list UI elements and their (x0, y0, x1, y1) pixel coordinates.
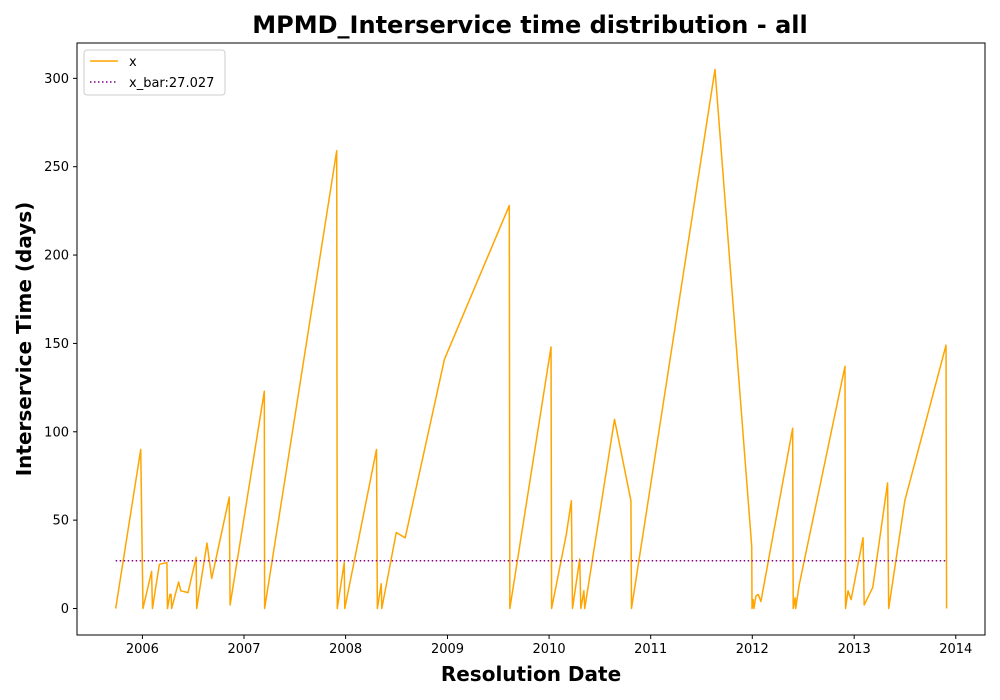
x-tick-label: 2010 (533, 642, 566, 657)
legend-label-x: x (129, 55, 137, 70)
y-axis: 0 50 100 150 200 250 300 (44, 72, 77, 617)
x-tick-label: 2007 (227, 642, 260, 657)
legend-box (83, 49, 226, 96)
x-tick-label: 2013 (838, 642, 871, 657)
x-tick-label: 2006 (126, 642, 159, 657)
x-tick-label: 2011 (634, 642, 667, 657)
x-axis: 2006 2007 2008 2009 2010 2011 2012 2013 2014 (126, 635, 972, 657)
y-tick-label: 250 (44, 160, 69, 175)
y-tick-label: 300 (44, 72, 69, 87)
x-tick-label: 2012 (736, 642, 769, 657)
legend-label-x-bar: x_bar:27.027 (129, 76, 214, 91)
y-tick-label: 0 (61, 602, 69, 617)
y-axis-label: Interservice Time (days) (12, 202, 36, 477)
x-tick-label: 2009 (431, 642, 464, 657)
y-tick-label: 150 (44, 337, 69, 352)
x-tick-label: 2014 (939, 642, 972, 657)
y-tick-label: 50 (52, 514, 69, 529)
legend: x x_bar:27.027 (83, 49, 226, 96)
plot-frame (76, 42, 986, 636)
plot-area (114, 68, 948, 610)
x-tick-label: 2008 (329, 642, 362, 657)
chart-title: MPMD_Interservice time distribution - al… (252, 11, 807, 39)
y-tick-label: 100 (44, 425, 69, 440)
y-tick-label: 200 (44, 249, 69, 264)
x-axis-label: Resolution Date (441, 662, 621, 686)
series-line-0 (114, 68, 948, 610)
